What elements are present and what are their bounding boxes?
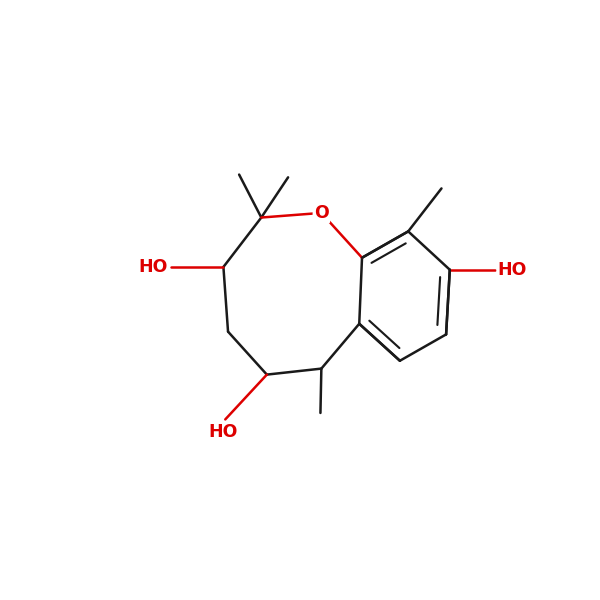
Text: HO: HO bbox=[498, 261, 527, 279]
Text: HO: HO bbox=[209, 423, 238, 441]
Text: O: O bbox=[314, 204, 329, 222]
Text: HO: HO bbox=[139, 258, 168, 276]
